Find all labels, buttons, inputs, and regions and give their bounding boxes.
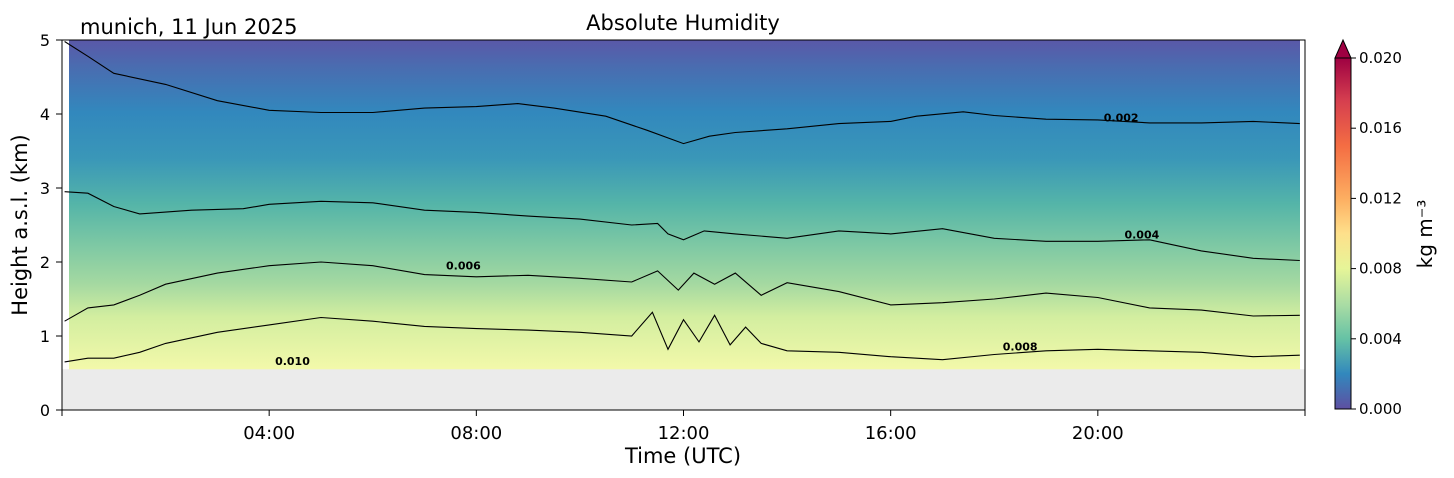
contour-line-0.004: [64, 191, 1300, 262]
contour-labels: 0.002 0.004 0.006 0.008 0.010: [275, 112, 1160, 368]
colorbar-label: kg m⁻³: [1413, 200, 1437, 269]
y-axis-ticks: 0 1 2 3 4 5: [40, 31, 62, 420]
contour-line-0.002: [64, 41, 1300, 145]
contour-label: 0.010: [275, 355, 310, 368]
location-date: munich, 11 Jun 2025: [80, 15, 297, 39]
colorbar-tick-label: 0.004: [1359, 330, 1402, 348]
contour-line-0.008: [64, 311, 1300, 363]
y-tick-label: 0: [40, 401, 50, 420]
contour-label: 0.004: [1124, 229, 1159, 242]
chart-title: Absolute Humidity: [586, 11, 780, 35]
contour-lines: [64, 41, 1300, 363]
x-tick-label: 16:00: [865, 423, 917, 444]
contour-label: 0.002: [1104, 112, 1139, 125]
colorbar: 0.000 0.004 0.008 0.012 0.016 0.020 kg m⁻³: [1334, 38, 1437, 418]
y-axis-label: Height a.s.l. (km): [8, 134, 32, 315]
colorbar-ticks: 0.000 0.004 0.008 0.012 0.016 0.020: [1351, 49, 1402, 418]
colorbar-extend-arrow: [1334, 38, 1352, 59]
x-tick-label: 20:00: [1072, 423, 1124, 444]
colorbar-scale: [1334, 57, 1352, 410]
x-axis-label: Time (UTC): [624, 444, 741, 468]
colorbar-tick-label: 0.012: [1359, 189, 1402, 207]
contour-label: 0.008: [1003, 340, 1038, 353]
colorbar-tick-label: 0.000: [1359, 400, 1402, 418]
x-axis-ticks: 04:00 08:00 12:00 16:00 20:00: [61, 410, 1306, 444]
below-ground-region: [62, 369, 1305, 410]
contour-line-0.006: [64, 261, 1300, 322]
x-tick-label: 12:00: [658, 423, 710, 444]
contour-label: 0.006: [446, 260, 481, 273]
y-tick-label: 1: [40, 327, 50, 346]
colorbar-tick-label: 0.020: [1359, 49, 1402, 67]
x-tick-label: 08:00: [450, 423, 502, 444]
y-tick-label: 2: [40, 253, 50, 272]
y-tick-label: 3: [40, 179, 50, 198]
humidity-field: [69, 40, 1300, 370]
colorbar-tick-label: 0.016: [1359, 119, 1402, 137]
colorbar-tick-label: 0.008: [1359, 260, 1402, 278]
y-tick-label: 4: [40, 105, 50, 124]
plot-area: 0.002 0.004 0.006 0.008 0.010: [62, 40, 1305, 410]
y-tick-label: 5: [40, 31, 50, 50]
x-tick-label: 04:00: [243, 423, 295, 444]
